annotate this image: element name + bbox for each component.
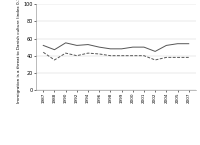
Y-axis label: Immigration is a threat to Danish culture (index 0-100): Immigration is a threat to Danish cultur…	[17, 0, 21, 103]
